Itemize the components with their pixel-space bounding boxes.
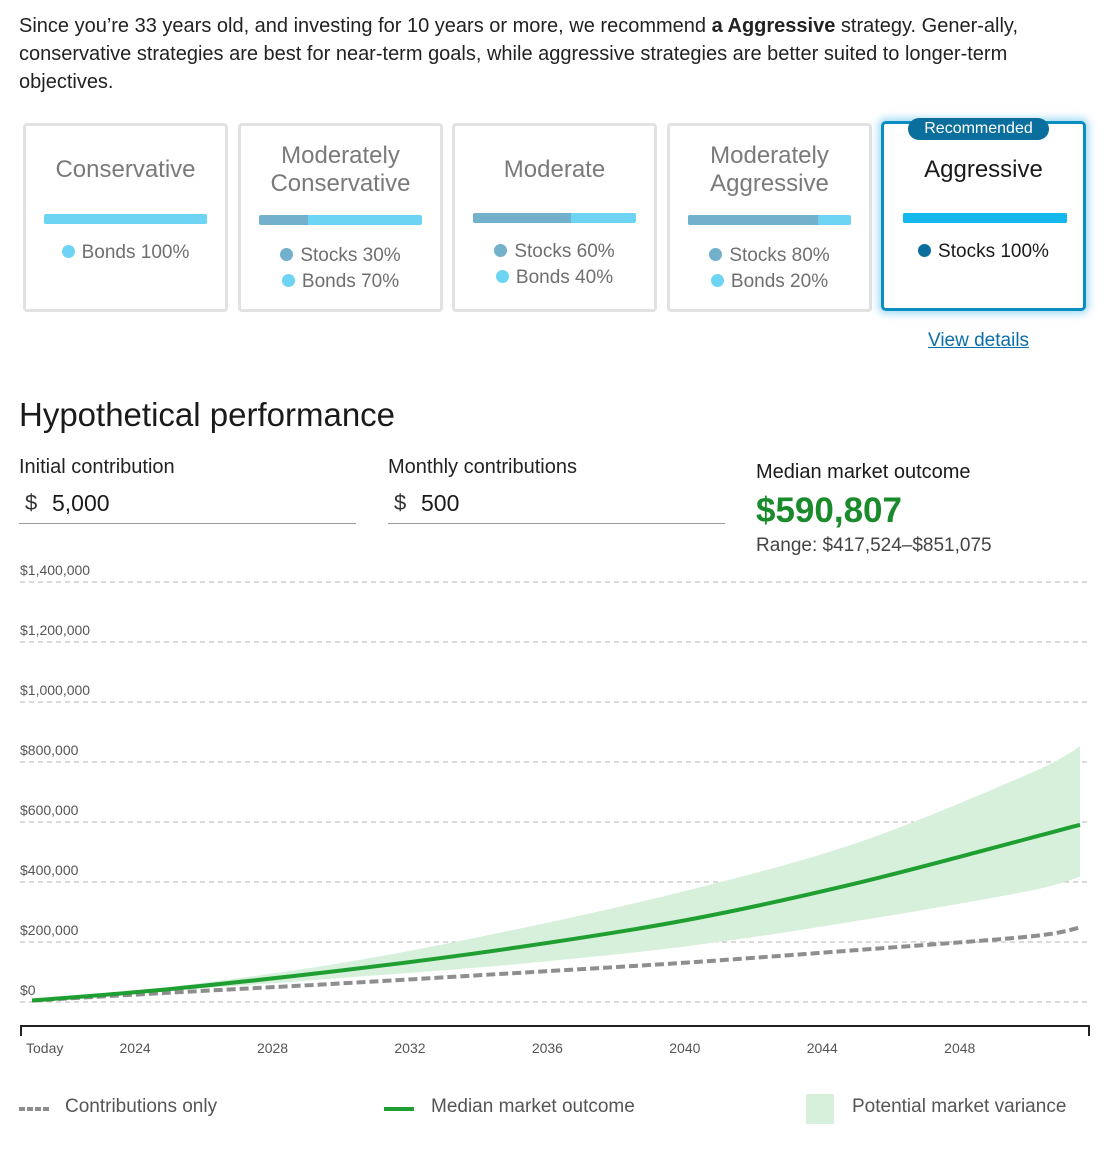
y-tick-label: $600,000 — [20, 802, 79, 818]
solid-line-icon — [384, 1107, 414, 1111]
view-details-link[interactable]: View details — [928, 330, 1030, 351]
x-tick-label: 2040 — [669, 1040, 700, 1056]
intro-strategy-bold: a Aggressive — [711, 15, 836, 37]
chart-legend: Contributions only Median market outcome… — [0, 1094, 1110, 1126]
allocation-row: Stocks 100% — [884, 239, 1083, 265]
strategy-title: Conservative — [55, 156, 196, 183]
dollar-sign: $ — [25, 490, 38, 515]
x-tick-label: 2044 — [807, 1040, 838, 1056]
intro-text-before: Since you’re 33 years old, and investing… — [19, 15, 712, 37]
allocation-bar — [473, 213, 636, 223]
median-outcome-label: Median market outcome — [756, 461, 971, 483]
stock-dot-icon — [494, 244, 508, 257]
stocks-segment — [473, 213, 571, 223]
stock-dot-icon — [918, 244, 932, 257]
stocks-segment — [688, 215, 819, 225]
dollar-sign: $ — [394, 490, 407, 515]
median-outcome: Median market outcome $590,807 Range: $4… — [756, 461, 992, 557]
strategy-card-conservative[interactable]: Conservative Bonds 100% — [23, 123, 228, 312]
allocation-bar — [259, 215, 422, 225]
allocation-bar — [44, 214, 207, 224]
bond-dot-icon — [281, 274, 295, 287]
legend-label: Potential market variance — [852, 1096, 1067, 1117]
allocation-label: Bonds 20% — [730, 271, 829, 292]
allocation-legend: Stocks 60% Bonds 40% — [455, 239, 654, 291]
allocation-row: Bonds 70% — [241, 269, 440, 295]
allocation-label: Stocks 60% — [514, 241, 615, 262]
median-line — [31, 822, 1081, 1003]
strategy-cards: Conservative Bonds 100% Moderately Conse… — [23, 118, 1088, 313]
intro-text: Since you’re 33 years old, and investing… — [19, 12, 1094, 96]
x-tick-label: 2032 — [394, 1040, 425, 1056]
strategy-card-moderately-aggressive[interactable]: Moderately Aggressive Stocks 80% Bonds 2… — [667, 123, 872, 312]
monthly-contributions-label: Monthly contributions — [388, 456, 577, 478]
section-title: Hypothetical performance — [19, 396, 396, 433]
allocation-label: Bonds 40% — [515, 267, 614, 288]
strategy-title: Moderately Aggressive — [710, 142, 829, 197]
y-tick-label: $1,400,000 — [20, 562, 90, 578]
allocation-label: Bonds 70% — [301, 271, 400, 292]
stock-dot-icon — [280, 248, 294, 261]
initial-contribution-input-wrap: $ — [19, 487, 356, 524]
x-tick-label: 2024 — [120, 1040, 151, 1056]
stocks-segment — [259, 215, 308, 225]
monthly-contributions-field: Monthly contributions $ — [388, 456, 725, 524]
x-tick-label: 2036 — [532, 1040, 563, 1056]
initial-contribution-input[interactable] — [52, 487, 342, 519]
x-tick-label: 2048 — [944, 1040, 975, 1056]
allocation-legend: Stocks 30% Bonds 70% — [241, 243, 440, 295]
monthly-contributions-input[interactable] — [421, 487, 711, 519]
x-tick-label: Today — [26, 1040, 63, 1056]
y-tick-label: $1,200,000 — [20, 622, 90, 638]
bond-dot-icon — [61, 245, 75, 258]
legend-label: Median market outcome — [431, 1096, 635, 1117]
dashed-line-icon — [19, 1107, 49, 1111]
allocation-legend: Stocks 100% — [884, 239, 1083, 265]
intro-text-after: strategy. Gener-ally, conservative strat… — [19, 15, 1018, 93]
allocation-bar — [688, 215, 851, 225]
variance-band-area — [32, 746, 1080, 1001]
recommended-badge: Recommended — [908, 118, 1049, 140]
median-outcome-range: Range: $417,524–$851,075 — [756, 535, 992, 556]
allocation-legend: Bonds 100% — [26, 240, 225, 266]
legend-label: Contributions only — [65, 1096, 218, 1117]
strategy-title: Moderately Conservative — [270, 142, 411, 197]
x-tick-label: 2028 — [257, 1040, 288, 1056]
initial-contribution-field: Initial contribution $ — [19, 456, 356, 524]
y-tick-label: $0 — [20, 982, 36, 998]
allocation-row: Stocks 60% — [455, 239, 654, 265]
y-tick-label: $800,000 — [20, 742, 79, 758]
allocation-label: Stocks 30% — [300, 245, 401, 266]
area-swatch-icon — [806, 1094, 834, 1124]
y-tick-label: $1,000,000 — [20, 682, 90, 698]
bond-dot-icon — [495, 270, 509, 283]
allocation-label: Stocks 100% — [938, 241, 1049, 262]
allocation-legend: Stocks 80% Bonds 20% — [670, 243, 869, 295]
stocks-segment — [903, 213, 1067, 223]
allocation-row: Bonds 100% — [26, 240, 225, 266]
strategy-title: Moderate — [503, 156, 606, 183]
bond-dot-icon — [710, 274, 724, 287]
allocation-label: Stocks 80% — [729, 245, 830, 266]
initial-contribution-label: Initial contribution — [19, 456, 175, 478]
allocation-row: Stocks 30% — [241, 243, 440, 269]
allocation-row: Stocks 80% — [670, 243, 869, 269]
median-outcome-value: $590,807 — [756, 491, 902, 530]
allocation-bar — [903, 213, 1067, 223]
strategy-card-aggressive[interactable]: Recommended Aggressive Stocks 100% — [881, 118, 1086, 311]
strategy-card-moderately-conservative[interactable]: Moderately Conservative Stocks 30% Bonds… — [238, 123, 443, 312]
allocation-row: Bonds 40% — [455, 265, 654, 291]
strategy-title: Aggressive — [924, 156, 1043, 183]
allocation-label: Bonds 100% — [81, 242, 190, 263]
monthly-contributions-input-wrap: $ — [388, 487, 725, 524]
performance-chart: $0 $200,000 $400,000 $600,000 $800,000 $1,000… — [20, 562, 1090, 1056]
y-tick-label: $400,000 — [20, 862, 79, 878]
stock-dot-icon — [709, 248, 723, 261]
contributions-line — [31, 925, 1081, 1003]
y-tick-label: $200,000 — [20, 922, 79, 938]
allocation-row: Bonds 20% — [670, 269, 869, 295]
strategy-card-moderate[interactable]: Moderate Stocks 60% Bonds 40% — [452, 123, 657, 312]
